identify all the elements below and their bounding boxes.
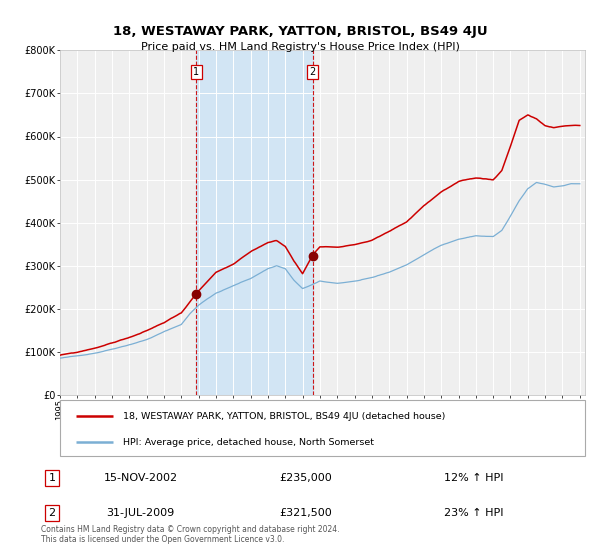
Text: 12% ↑ HPI: 12% ↑ HPI bbox=[444, 473, 503, 483]
FancyBboxPatch shape bbox=[60, 400, 585, 456]
Text: HPI: Average price, detached house, North Somerset: HPI: Average price, detached house, Nort… bbox=[123, 438, 374, 447]
Text: £235,000: £235,000 bbox=[280, 473, 332, 483]
Text: 18, WESTAWAY PARK, YATTON, BRISTOL, BS49 4JU: 18, WESTAWAY PARK, YATTON, BRISTOL, BS49… bbox=[113, 25, 487, 38]
Text: 1: 1 bbox=[193, 67, 200, 77]
Text: 15-NOV-2002: 15-NOV-2002 bbox=[103, 473, 178, 483]
Text: 23% ↑ HPI: 23% ↑ HPI bbox=[444, 508, 503, 518]
Text: 2: 2 bbox=[310, 67, 316, 77]
Text: Contains HM Land Registry data © Crown copyright and database right 2024.
This d: Contains HM Land Registry data © Crown c… bbox=[41, 525, 340, 544]
Text: 18, WESTAWAY PARK, YATTON, BRISTOL, BS49 4JU (detached house): 18, WESTAWAY PARK, YATTON, BRISTOL, BS49… bbox=[123, 412, 445, 421]
Bar bbox=[196, 50, 313, 395]
Text: 2: 2 bbox=[49, 508, 56, 518]
Text: Price paid vs. HM Land Registry's House Price Index (HPI): Price paid vs. HM Land Registry's House … bbox=[140, 42, 460, 52]
Text: 31-JUL-2009: 31-JUL-2009 bbox=[106, 508, 175, 518]
Text: 1: 1 bbox=[49, 473, 56, 483]
Text: £321,500: £321,500 bbox=[280, 508, 332, 518]
